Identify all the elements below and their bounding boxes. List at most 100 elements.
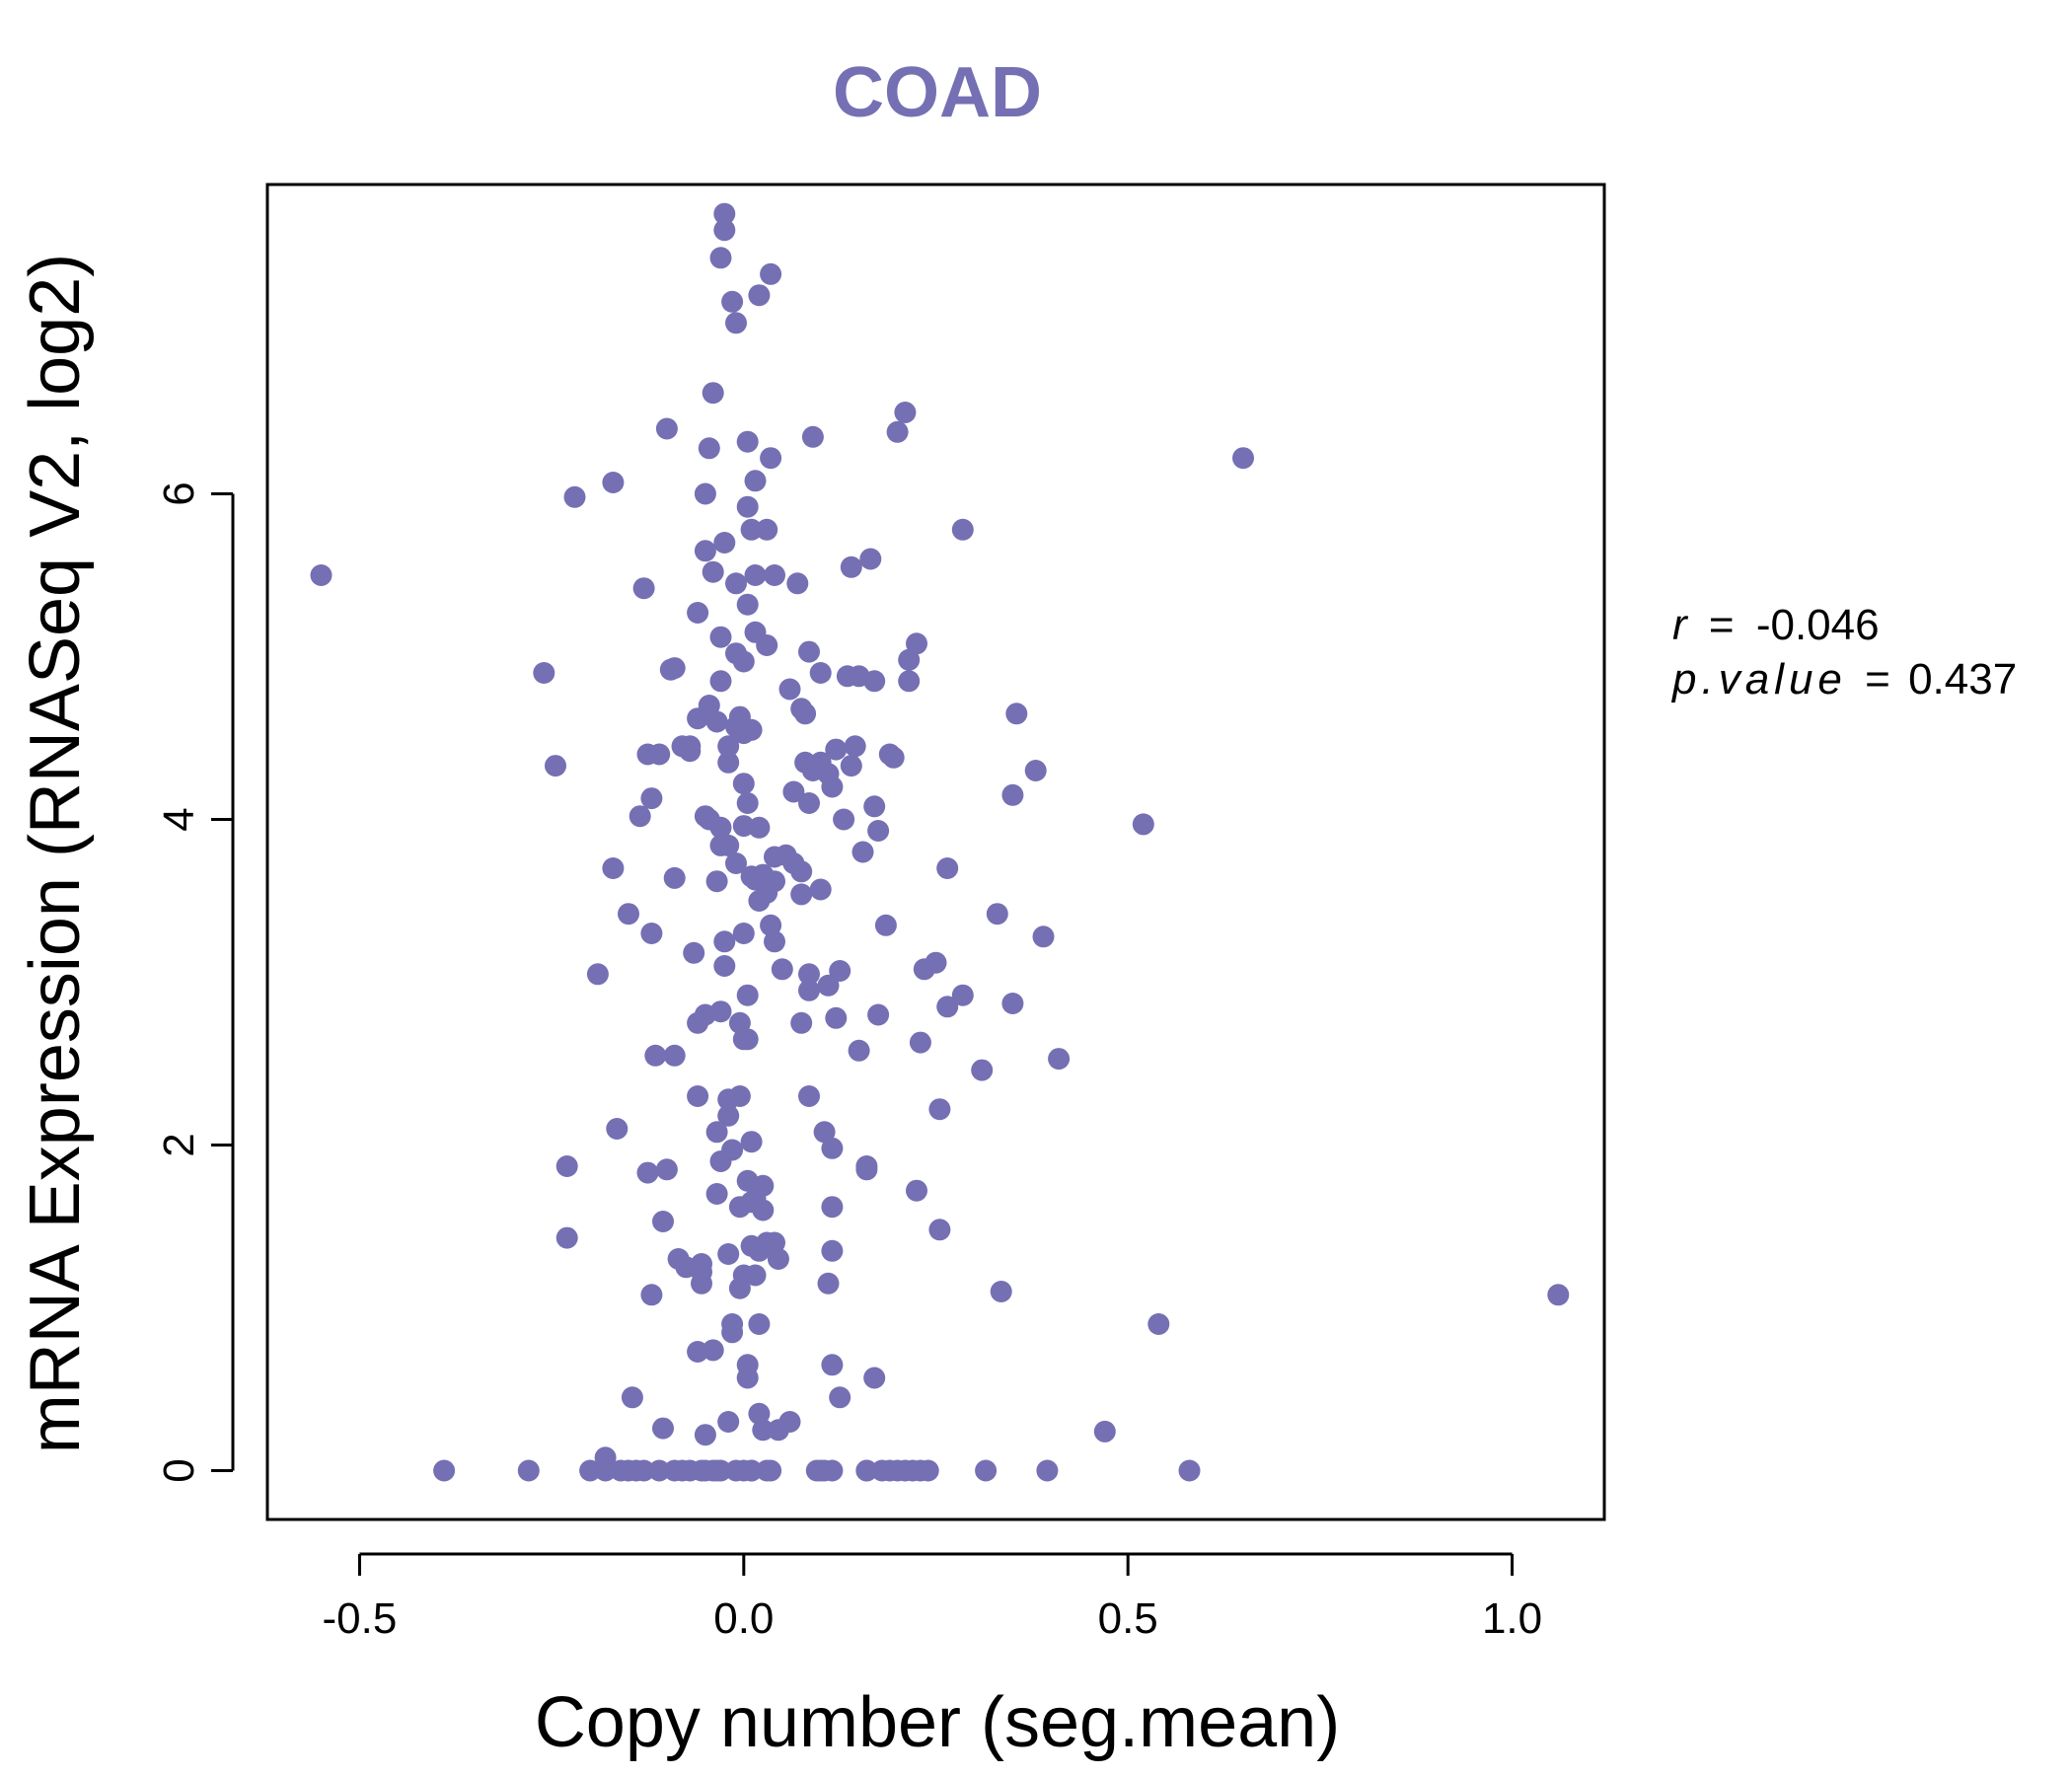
data-point [652,1417,674,1440]
data-point [713,202,736,225]
p-value-label: p.value [1670,655,1847,703]
p-value-value: 0.437 [1908,655,2017,703]
data-point [764,564,785,586]
data-point [798,1085,820,1107]
data-point [760,914,782,936]
data-point [602,857,625,879]
data-point [833,808,855,831]
data-point [748,816,771,839]
data-point [863,795,886,818]
data-point [986,903,1008,925]
data-point [640,1284,663,1306]
data-point [1178,1459,1201,1482]
data-point [764,1231,785,1254]
data-point [725,852,747,874]
data-point [840,755,862,777]
data-point [732,773,755,795]
data-point [863,1367,886,1389]
data-point [821,1239,844,1262]
data-point [579,1459,602,1482]
data-point [760,262,782,285]
data-point [717,735,740,758]
data-point [794,703,817,725]
data-point [752,1199,775,1221]
data-point [928,1219,951,1241]
x-axis: -0.5 0.0 0.5 1.0 [323,1552,1542,1643]
data-point [687,1085,709,1107]
data-point [721,1313,744,1335]
data-point [1032,925,1055,948]
r-label: r [1672,601,1689,649]
data-point [821,1196,844,1219]
data-point [713,930,736,953]
data-point [618,903,639,925]
data-point [691,1459,712,1482]
data-point [698,695,720,716]
data-point [705,1121,728,1144]
data-point [906,1179,927,1202]
data-point [898,670,921,693]
data-point [767,1248,789,1270]
data-point [744,564,767,586]
data-point [867,820,890,842]
data-point [778,1411,801,1433]
data-point [705,870,728,893]
data-point [821,1354,844,1376]
p-value-equals: = [1865,655,1890,703]
data-point [652,1211,674,1232]
x-axis-title: Copy number (seg.mean) [535,1683,1340,1762]
data-point [648,1459,671,1482]
data-point [1147,1313,1170,1335]
data-point [764,870,785,893]
data-point [663,657,686,680]
data-point [829,960,851,982]
data-point [740,718,763,741]
data-point [906,632,927,655]
y-tick-label: 2 [155,1133,203,1156]
data-point [790,1011,813,1034]
data-point [705,1183,728,1205]
data-point [909,1031,931,1054]
data-point [786,572,809,595]
data-point [790,860,813,883]
data-point [636,1161,659,1184]
data-point [610,1459,632,1482]
data-point [917,1459,939,1482]
data-point [687,602,709,624]
data-point [594,1459,617,1482]
y-tick-label: 4 [155,807,203,831]
data-point [702,560,724,583]
data-point [736,1028,759,1051]
data-point [709,1459,732,1482]
plot-area-frame [265,183,1606,1521]
data-point [555,1155,578,1177]
data-point [740,1131,763,1153]
data-point [679,740,702,763]
y-axis-title: mRNA Expression (RNASeq V2, log2) [16,254,95,1453]
data-point [798,792,820,814]
data-point [632,1459,655,1482]
data-point [886,420,909,443]
data-point [732,923,755,944]
data-point [629,805,651,828]
data-point [1048,1048,1071,1071]
data-point [736,984,759,1006]
data-point [717,1411,740,1433]
data-point [1547,1284,1570,1306]
y-tick-label: 6 [155,481,203,505]
data-point [748,1402,771,1425]
data-point [744,470,767,492]
data-point [817,1272,840,1295]
data-point [821,776,844,798]
data-point [874,914,897,936]
data-point [713,219,736,242]
data-point [925,951,947,974]
x-tick-label: 1.0 [1482,1594,1542,1643]
data-point [694,1424,716,1446]
data-point [533,662,555,684]
data-point [602,472,625,493]
data-point [728,1011,751,1034]
data-point [663,1044,686,1067]
data-point [717,1243,740,1265]
data-point [310,564,333,586]
